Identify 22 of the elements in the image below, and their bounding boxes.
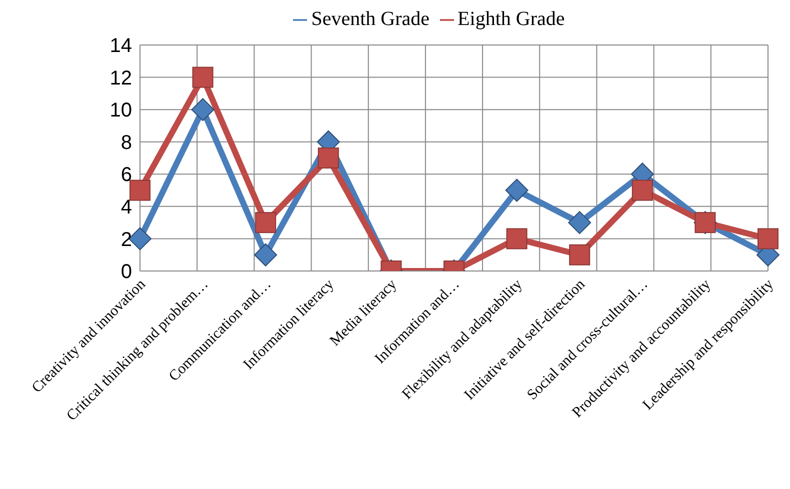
y-tick-label: 2 bbox=[120, 228, 132, 251]
point bbox=[758, 228, 778, 250]
y-tick-label: 6 bbox=[120, 164, 132, 186]
y-tick-label: 8 bbox=[120, 132, 132, 154]
y-tick-label: 10 bbox=[110, 100, 132, 122]
point bbox=[568, 211, 592, 234]
point bbox=[192, 66, 214, 88]
y-tick-label: 14 bbox=[110, 35, 132, 58]
point bbox=[254, 243, 278, 266]
y-tick-label: 4 bbox=[120, 196, 132, 219]
point bbox=[130, 180, 150, 201]
point bbox=[505, 178, 528, 202]
point bbox=[506, 228, 528, 250]
point bbox=[191, 98, 214, 122]
point bbox=[569, 244, 590, 266]
y-tick-label: 0 bbox=[120, 261, 132, 284]
point bbox=[632, 180, 653, 201]
legend-label: Seventh Grade bbox=[311, 8, 430, 30]
point bbox=[255, 212, 276, 234]
legend-label: Eighth Grade bbox=[458, 8, 565, 30]
y-tick-label: 12 bbox=[110, 67, 132, 90]
point bbox=[318, 148, 339, 168]
